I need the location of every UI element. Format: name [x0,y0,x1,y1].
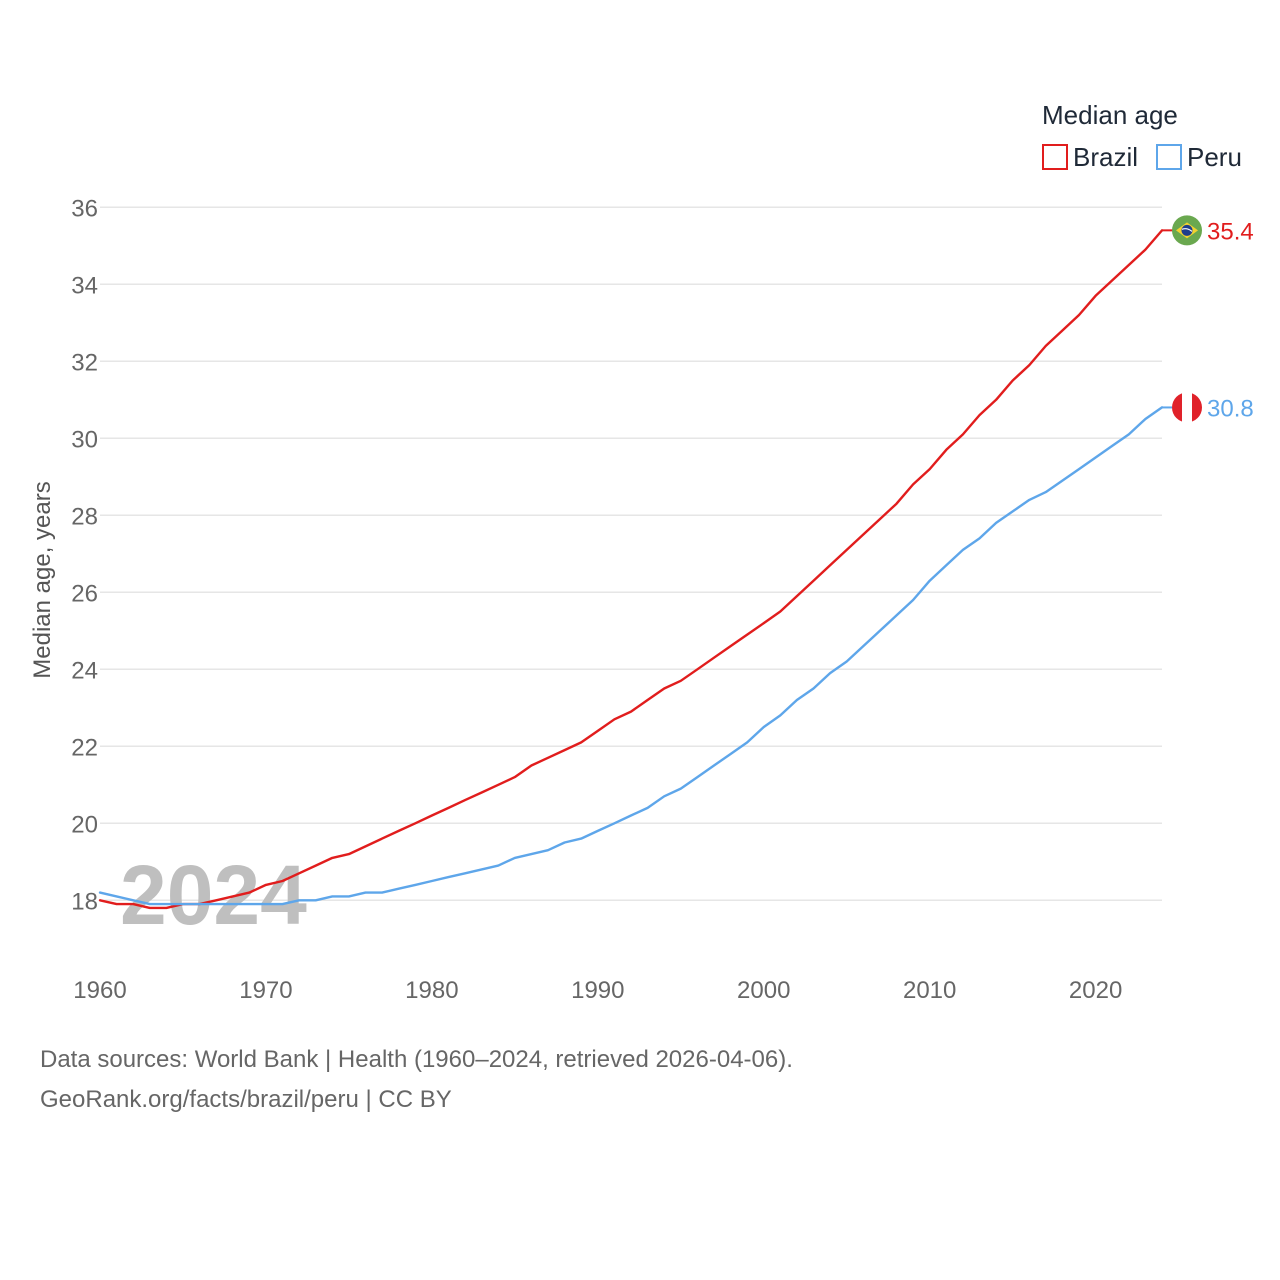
legend-swatch-peru [1156,144,1182,170]
y-tick-label-28: 28 [71,503,98,530]
legend-label-brazil: Brazil [1073,142,1138,172]
x-tick-label-1960: 1960 [73,977,126,1004]
source-line-1: Data sources: World Bank | Health (1960–… [40,1046,793,1073]
x-tick-label-2000: 2000 [737,977,790,1004]
x-tick-label-2020: 2020 [1069,977,1122,1004]
grid-lines [100,206,1162,901]
peru-flag-icon [1172,392,1202,423]
y-tick-label-24: 24 [71,657,98,684]
y-tick-label-32: 32 [71,349,98,376]
y-tick-label-26: 26 [71,580,98,607]
x-tick-label-2010: 2010 [903,977,956,1004]
year-watermark: 2024 [120,848,307,942]
legend[interactable]: Median age Brazil Peru [1042,100,1242,172]
series-line-peru[interactable] [98,406,1164,906]
brazil-flag-icon [1172,215,1202,246]
source-line-2[interactable]: GeoRank.org/facts/brazil/peru | CC BY [40,1086,452,1113]
y-tick-label-34: 34 [71,272,98,299]
legend-label-peru: Peru [1187,142,1242,172]
x-tick-label-1990: 1990 [571,977,624,1004]
y-tick-label-20: 20 [71,811,98,838]
y-axis-title: Median age, years [29,481,56,678]
legend-item-peru[interactable]: Peru [1156,142,1242,172]
y-tick-label-22: 22 [71,734,98,761]
x-axis-ticks: 1960 1970 1980 1990 2000 2010 2020 [73,977,1122,1004]
y-tick-label-30: 30 [71,426,98,453]
source-note: Data sources: World Bank | Health (1960–… [40,1040,793,1120]
legend-item-brazil[interactable]: Brazil [1042,142,1138,172]
legend-title: Median age [1042,100,1178,130]
end-value-label-brazil: 35.4 [1207,218,1254,245]
series-end-labels: 35.4 30.8 [1162,215,1254,423]
y-axis-ticks: 18 20 22 24 26 28 30 32 34 36 [71,195,98,915]
legend-swatch-brazil [1042,144,1068,170]
x-tick-label-1970: 1970 [239,977,292,1004]
series-lines [98,229,1164,910]
end-value-label-peru: 30.8 [1207,395,1254,422]
x-tick-label-1980: 1980 [405,977,458,1004]
series-line-brazil[interactable] [98,229,1164,910]
y-tick-label-36: 36 [71,195,98,222]
y-tick-label-18: 18 [71,888,98,915]
